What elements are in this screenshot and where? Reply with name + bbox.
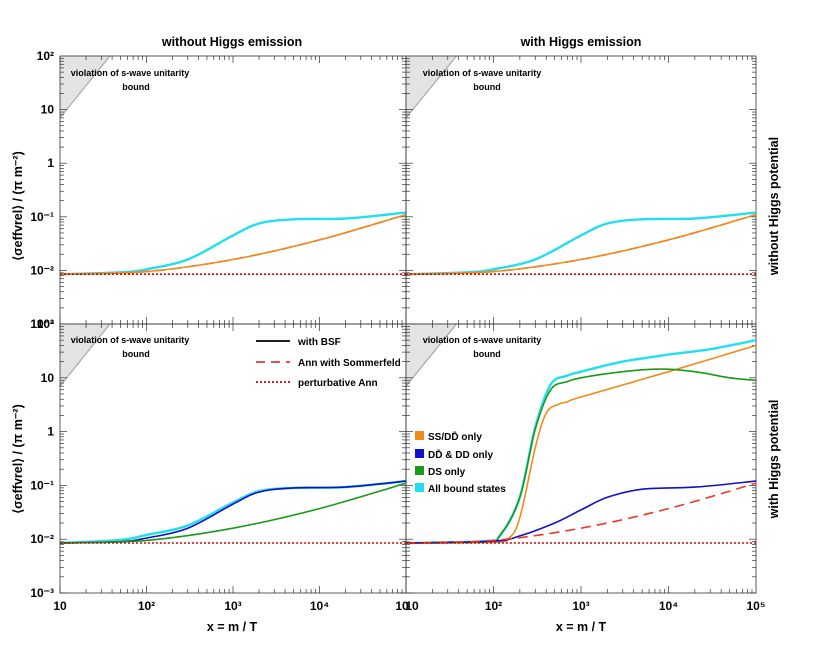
x-tick-label: 10 [405, 599, 419, 613]
unitarity-bound-region [406, 56, 457, 118]
series-ds-only [60, 482, 406, 544]
series-ss-dd-only [406, 344, 756, 544]
unitarity-line2: bound [122, 349, 150, 359]
series-ann-with-sommerfeld [406, 482, 756, 544]
unitarity-label-bottom-left: violation of s-wave unitarity bound [71, 335, 190, 359]
x-tick-label: 10 [395, 599, 409, 613]
y-tick-label: 1 [47, 156, 54, 170]
y-tick-label: 10⁻² [30, 263, 54, 277]
legend-label-ds: DS only [428, 467, 466, 478]
y-tick-label: 10 [41, 103, 55, 117]
y-tick-label: 10² [37, 49, 54, 63]
unitarity-line2: bound [473, 349, 501, 359]
legend-label-ss: SS/DD̄ only [428, 431, 482, 443]
legend-label-ann-sommerfeld: Ann with Sommerfeld [298, 358, 401, 369]
panel-top-left: 10⁻³ 10⁻² 10⁻¹ 1 10 10² [30, 49, 407, 331]
y-axis-label-top: ⟨σeffvrel⟩ / (π m⁻²) [11, 151, 25, 261]
unitarity-line2: bound [122, 82, 150, 92]
legend-swatch-ds [415, 466, 424, 475]
y-tick-label: 10 [41, 371, 55, 385]
unitarity-bound-region [60, 324, 110, 387]
y-tick-label: 10⁻² [30, 532, 54, 546]
unitarity-line1: violation of s-wave unitarity [71, 68, 190, 78]
legend-label-all: All bound states [428, 484, 506, 495]
x-axis-label-right: x = m / T [556, 620, 607, 634]
y-tick-label: 1 [47, 425, 54, 439]
y-tick-label: 10⁻¹ [30, 210, 54, 224]
x-tick-label: 10 [53, 599, 67, 613]
series-all-bound-states [60, 211, 406, 276]
y-tick-label: 10² [37, 317, 54, 331]
x-tick-label: 10² [138, 599, 155, 613]
unitarity-bound-line [60, 324, 111, 387]
panel-frame [405, 55, 757, 325]
series-all-bound-states [406, 211, 756, 276]
x-tick-label: 10³ [224, 599, 241, 613]
series-dd-dd-only [60, 480, 406, 544]
legend-label-perturbative: perturbative Ann [298, 378, 378, 389]
unitarity-bound-line [60, 56, 111, 119]
series-ss-dd-only [406, 213, 756, 275]
series-ann-with-sommerfeld [60, 213, 406, 275]
unitarity-bound-line [406, 324, 458, 387]
col-title-left: without Higgs emission [161, 35, 302, 49]
series-all-bound-states [60, 479, 406, 545]
row-title-top: without Higgs potential [767, 137, 781, 276]
legend-label-with-bsf: with BSF [297, 337, 341, 348]
panel-bottom-left: 10⁻³ 10⁻² 10⁻¹ 1 10 10² 10 10² 10³ 10⁴ 10 [30, 317, 409, 613]
panel-frame [59, 55, 407, 325]
series-ann-with-sommerfeld [406, 213, 756, 275]
panel-bottom-right: 10 10² 10³ 10⁴ 10⁵ [405, 323, 766, 613]
unitarity-line2: bound [473, 82, 501, 92]
x-tick-label: 10⁵ [747, 599, 766, 613]
x-tick-label: 10³ [572, 599, 589, 613]
series-ss-dd-only [60, 213, 406, 275]
panel-top-right [405, 55, 757, 325]
unitarity-label-bottom-right: violation of s-wave unitarity bound [423, 335, 542, 359]
y-tick-label: 10⁻³ [30, 586, 54, 600]
unitarity-line1: violation of s-wave unitarity [71, 335, 190, 345]
legend-swatch-dd [415, 449, 424, 458]
legend-bound-states: SS/DD̄ only DD̄ & DD only DS only All bo… [415, 431, 506, 495]
x-axis-label-left: x = m / T [207, 620, 258, 634]
unitarity-bound-region [406, 324, 457, 387]
unitarity-label-top-left: violation of s-wave unitarity bound [71, 68, 190, 92]
col-title-right: with Higgs emission [520, 35, 642, 49]
series-ds-only [406, 368, 756, 544]
unitarity-label-top-right: violation of s-wave unitarity bound [423, 68, 542, 92]
y-tick-label: 10⁻¹ [30, 478, 54, 492]
y-tick-label: 10⁻³ [30, 317, 54, 331]
row-title-bottom: with Higgs potential [767, 400, 781, 520]
legend-swatch-ss [415, 431, 424, 440]
legend-label-dd: DD̄ & DD only [428, 449, 493, 461]
unitarity-bound-line [406, 56, 458, 119]
x-tick-label: 10² [485, 599, 502, 613]
x-tick-label: 10⁴ [310, 599, 329, 613]
legend-swatch-all [415, 483, 424, 492]
x-tick-label: 10⁴ [659, 599, 678, 613]
unitarity-line1: violation of s-wave unitarity [423, 68, 542, 78]
unitarity-line1: violation of s-wave unitarity [423, 335, 542, 345]
legend-line-styles: with BSF Ann with Sommerfeld perturbativ… [256, 337, 401, 389]
y-axis-label-bottom: ⟨σeffvrel⟩ / (π m⁻²) [11, 404, 25, 514]
series-dd-dd-only [406, 480, 756, 544]
